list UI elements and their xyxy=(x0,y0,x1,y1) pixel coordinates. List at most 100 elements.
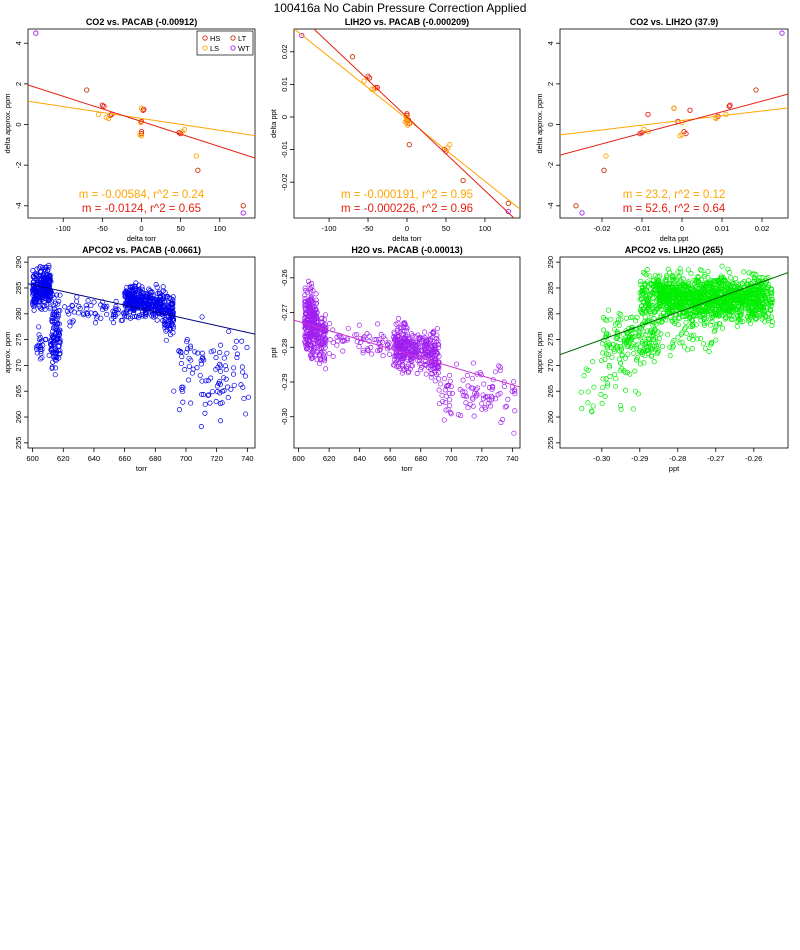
data-point xyxy=(670,340,676,346)
data-point xyxy=(622,355,628,361)
y-tick-label: 4 xyxy=(546,41,555,45)
x-tick-label: -0.29 xyxy=(631,454,648,463)
data-point xyxy=(717,321,723,327)
data-point xyxy=(734,297,740,303)
x-tick-label: 0.01 xyxy=(715,224,730,233)
data-point xyxy=(42,306,48,313)
data-point xyxy=(646,318,652,324)
data-point xyxy=(609,344,615,350)
x-tick-label: 0.02 xyxy=(755,224,770,233)
data-point xyxy=(105,115,112,122)
data-point xyxy=(712,285,718,291)
data-point xyxy=(697,336,703,342)
data-point xyxy=(614,344,621,350)
data-point xyxy=(681,344,687,350)
x-tick-label: -0.02 xyxy=(593,224,610,233)
data-point xyxy=(689,346,695,352)
y-tick-label: 270 xyxy=(14,359,23,372)
data-point xyxy=(687,311,694,318)
data-point xyxy=(723,111,729,118)
y-tick-label: -4 xyxy=(14,202,23,209)
data-point xyxy=(232,345,238,351)
data-point xyxy=(578,389,584,395)
data-point xyxy=(406,368,412,374)
data-point xyxy=(658,306,664,312)
x-tick-label: 0 xyxy=(680,224,684,233)
data-point xyxy=(317,352,323,358)
data-point xyxy=(685,294,691,300)
plot-frame xyxy=(559,28,789,219)
data-point xyxy=(138,105,145,111)
data-point xyxy=(739,296,745,302)
data-point xyxy=(111,309,118,315)
x-axis-label: torr xyxy=(401,464,413,473)
x-tick-label: -0.26 xyxy=(745,454,762,463)
data-point xyxy=(56,350,63,356)
data-point xyxy=(651,328,657,334)
data-point xyxy=(54,336,60,342)
data-point xyxy=(769,322,775,329)
data-point xyxy=(405,122,411,128)
data-point xyxy=(155,290,161,297)
data-point xyxy=(694,280,700,286)
data-point xyxy=(475,385,481,391)
data-point xyxy=(88,303,94,309)
x-axis-label: torr xyxy=(136,464,148,473)
data-point xyxy=(209,389,215,395)
data-point xyxy=(666,307,673,313)
y-axis-label: approx. ppm xyxy=(3,332,12,374)
data-point xyxy=(496,363,502,369)
data-point xyxy=(501,383,507,390)
data-point xyxy=(431,357,437,363)
data-point xyxy=(663,313,669,319)
data-point xyxy=(310,303,316,309)
fit-annotation: m = -0.000191, r^2 = 0.95 xyxy=(341,189,473,201)
data-point xyxy=(579,406,585,412)
data-point xyxy=(74,294,80,300)
data-point xyxy=(667,353,673,359)
data-point xyxy=(447,142,453,148)
data-point xyxy=(724,282,731,288)
data-point xyxy=(732,292,738,298)
data-point xyxy=(657,273,663,279)
data-point xyxy=(358,336,364,342)
fit-line xyxy=(294,319,520,388)
data-point xyxy=(188,400,194,406)
data-point xyxy=(435,338,441,344)
data-point xyxy=(470,403,476,409)
data-point xyxy=(719,302,725,308)
data-point xyxy=(589,409,595,415)
data-point xyxy=(665,300,672,306)
data-point xyxy=(222,363,229,369)
x-axis-label: delta ppt xyxy=(660,234,690,243)
data-point xyxy=(194,365,200,371)
data-point xyxy=(436,376,442,382)
data-point xyxy=(67,319,73,325)
data-point xyxy=(465,383,471,389)
data-point xyxy=(655,348,662,354)
data-point xyxy=(238,382,244,388)
data-point xyxy=(638,326,644,332)
data-point xyxy=(48,289,54,295)
x-tick-label: 680 xyxy=(414,454,427,463)
data-point xyxy=(713,324,719,330)
data-point xyxy=(409,363,416,369)
data-point xyxy=(767,307,773,313)
data-point xyxy=(727,102,733,108)
y-tick-label: 275 xyxy=(14,333,23,346)
data-point xyxy=(197,372,203,378)
data-point xyxy=(685,279,691,285)
data-point xyxy=(682,287,688,293)
data-point xyxy=(682,300,689,306)
data-point xyxy=(162,316,168,322)
data-point xyxy=(600,350,606,356)
data-point xyxy=(743,291,749,297)
x-axis-label: ppt xyxy=(669,464,680,473)
data-point xyxy=(683,319,689,325)
x-tick-label: 740 xyxy=(241,454,254,463)
data-point xyxy=(609,354,615,360)
data-point xyxy=(464,373,470,379)
data-point xyxy=(218,342,224,348)
data-point xyxy=(412,342,419,349)
data-point xyxy=(648,310,654,316)
